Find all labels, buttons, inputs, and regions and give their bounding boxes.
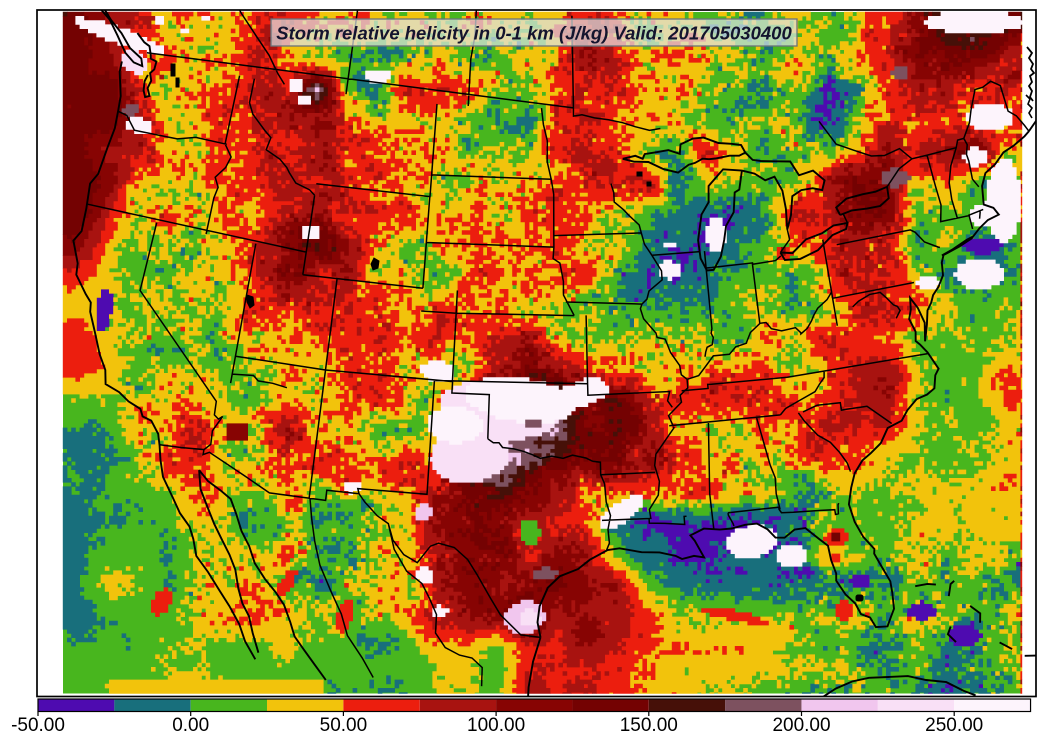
svg-text:-50.00: -50.00 [11, 715, 65, 736]
svg-text:200.00: 200.00 [772, 715, 830, 736]
svg-text:50.00: 50.00 [320, 715, 368, 736]
svg-text:0.00: 0.00 [172, 715, 209, 736]
svg-text:100.00: 100.00 [467, 715, 525, 736]
svg-text:Storm relative helicity in 0-1: Storm relative helicity in 0-1 km (J/kg)… [276, 23, 792, 44]
svg-text:250.00: 250.00 [925, 715, 983, 736]
svg-text:150.00: 150.00 [620, 715, 678, 736]
